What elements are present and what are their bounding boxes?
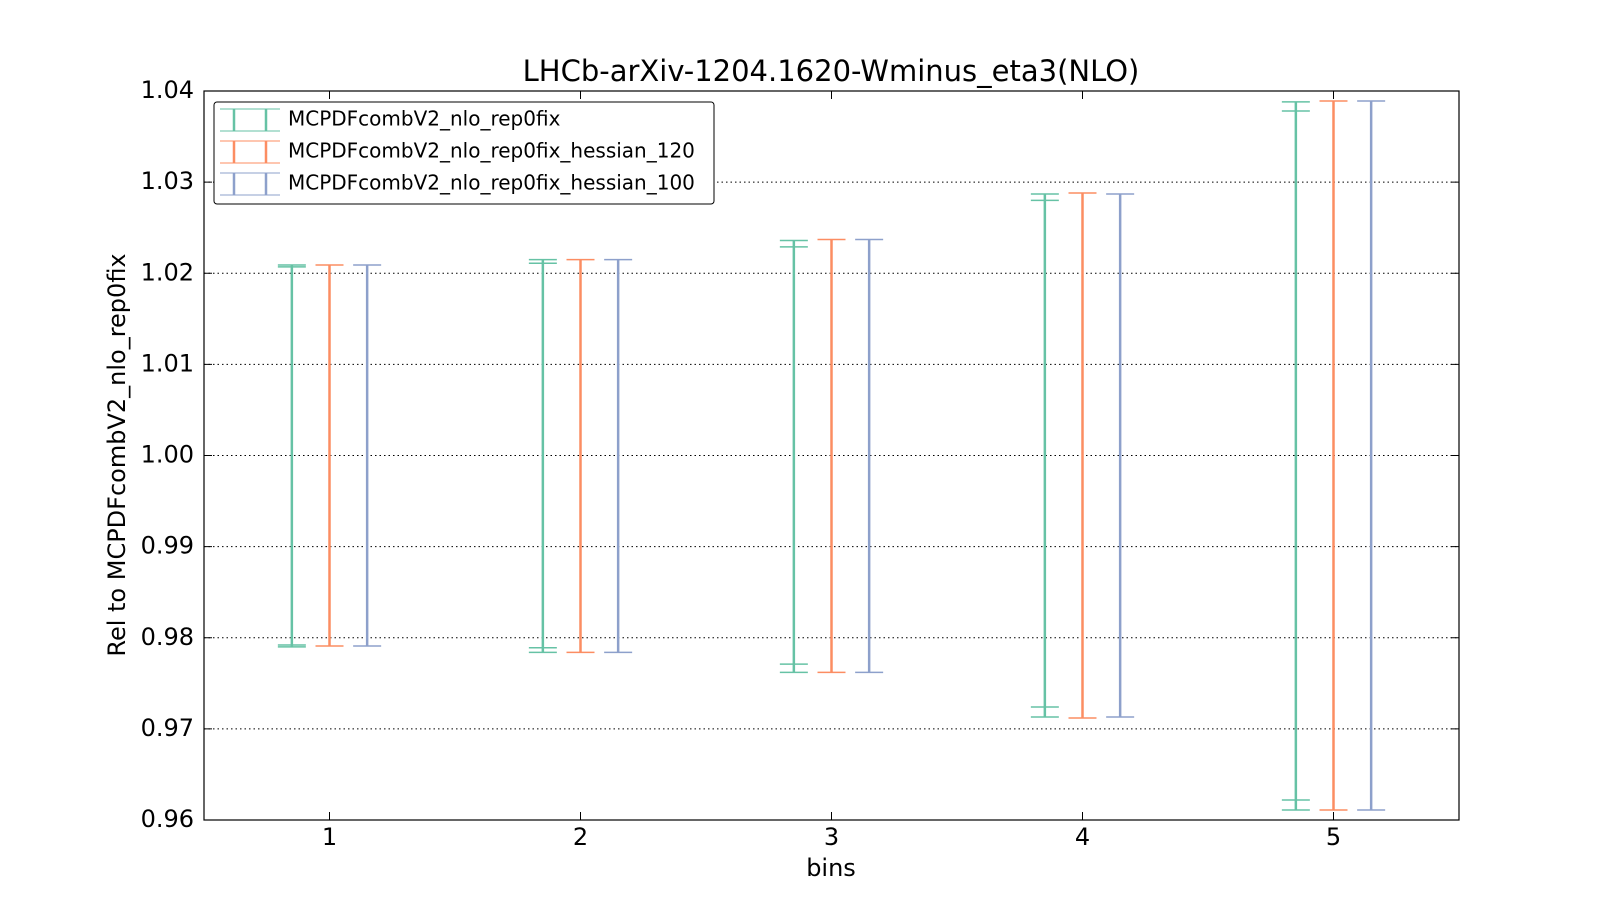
y-tick-label: 0.96	[141, 805, 194, 833]
y-tick-label: 1.04	[141, 76, 194, 104]
y-axis-label: Rel to MCPDFcombV2_nlo_rep0fix	[103, 253, 131, 656]
x-axis-label: bins	[806, 854, 856, 882]
plot-frame	[203, 90, 1460, 821]
y-tick-label: 1.00	[141, 441, 194, 469]
y-tick-label: 0.97	[141, 714, 194, 742]
x-tick-label: 3	[824, 823, 839, 851]
x-tick-label: 1	[322, 823, 337, 851]
legend-label: MCPDFcombV2_nlo_rep0fix_hessian_100	[288, 171, 695, 195]
y-tick-label: 0.98	[141, 623, 194, 651]
legend-box	[213, 101, 715, 205]
y-tick-label: 1.02	[141, 258, 194, 286]
legend-label: MCPDFcombV2_nlo_rep0fix_hessian_120	[288, 139, 695, 163]
legend-label: MCPDFcombV2_nlo_rep0fix	[288, 107, 561, 131]
x-tick-label: 5	[1326, 823, 1341, 851]
chart-title: LHCb-arXiv-1204.1620-Wminus_eta3(NLO)	[523, 54, 1140, 88]
y-tick-label: 1.03	[141, 167, 194, 195]
y-tick-label: 0.99	[141, 532, 194, 560]
y-tick-label: 1.01	[141, 349, 194, 377]
x-tick-label: 2	[573, 823, 588, 851]
x-tick-label: 4	[1075, 823, 1090, 851]
